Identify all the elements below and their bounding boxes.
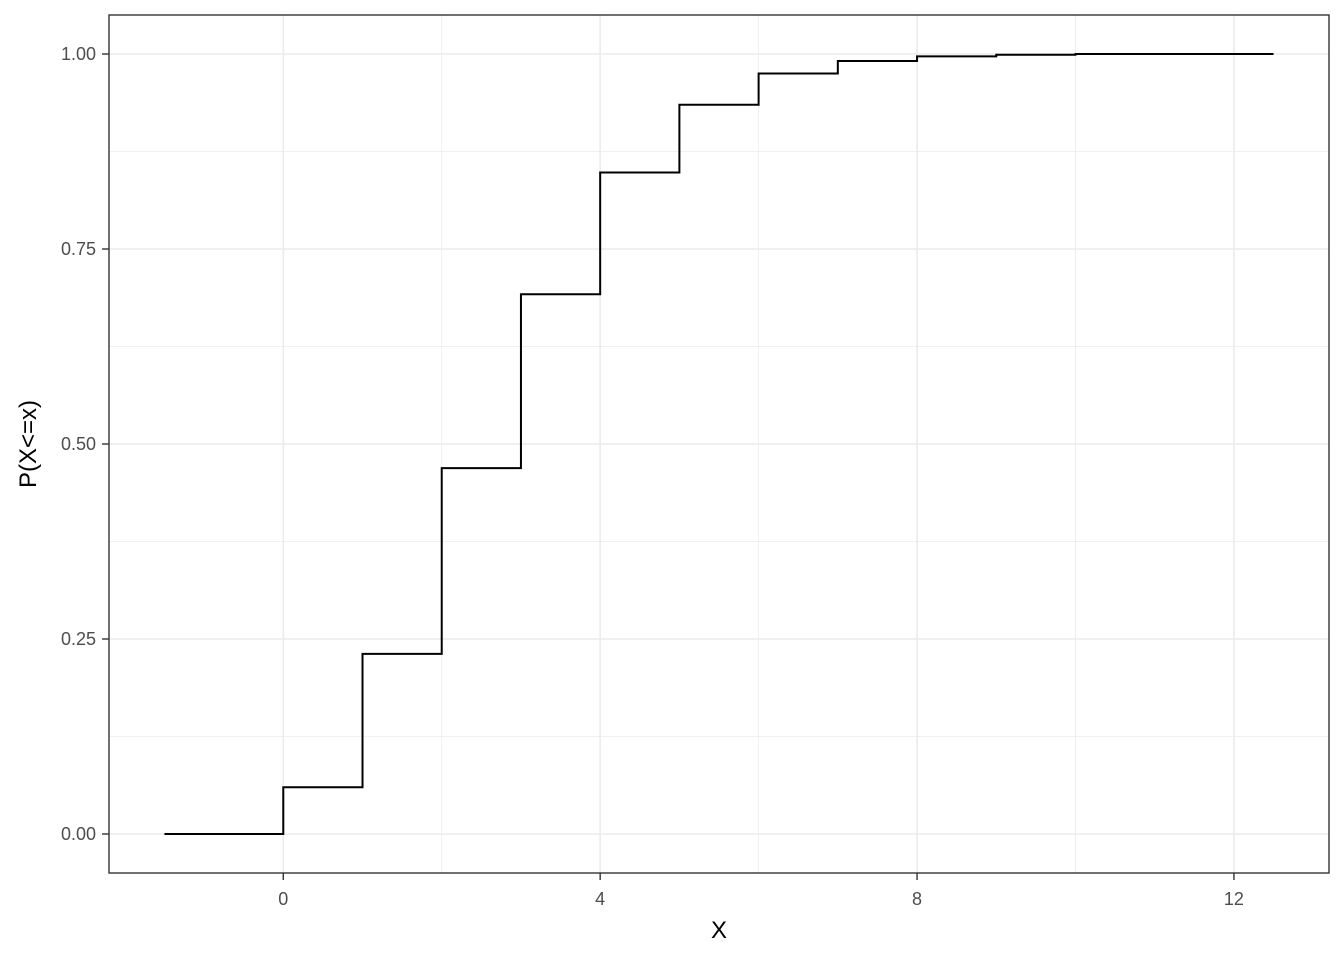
y-axis-title: P(X<=x) xyxy=(15,400,42,488)
major-gridlines xyxy=(109,15,1329,873)
y-tick-label: 1.00 xyxy=(61,44,96,64)
y-tick-label: 0.75 xyxy=(61,239,96,259)
x-tick-label: 4 xyxy=(595,889,605,909)
y-tick-label: 0.25 xyxy=(61,629,96,649)
x-tick-label: 0 xyxy=(278,889,288,909)
x-axis-title: X xyxy=(711,917,727,944)
series-line-0 xyxy=(164,53,1274,835)
x-tick-label: 12 xyxy=(1224,889,1244,909)
series-layer xyxy=(164,53,1274,835)
y-axis: 0.00 0.25 0.50 0.75 1.00 xyxy=(61,44,109,844)
y-tick-label: 0.50 xyxy=(61,434,96,454)
minor-gridlines xyxy=(109,15,1329,873)
x-tick-label: 8 xyxy=(912,889,922,909)
x-axis: 0 4 8 12 xyxy=(278,873,1244,909)
y-tick-label: 0.00 xyxy=(61,824,96,844)
